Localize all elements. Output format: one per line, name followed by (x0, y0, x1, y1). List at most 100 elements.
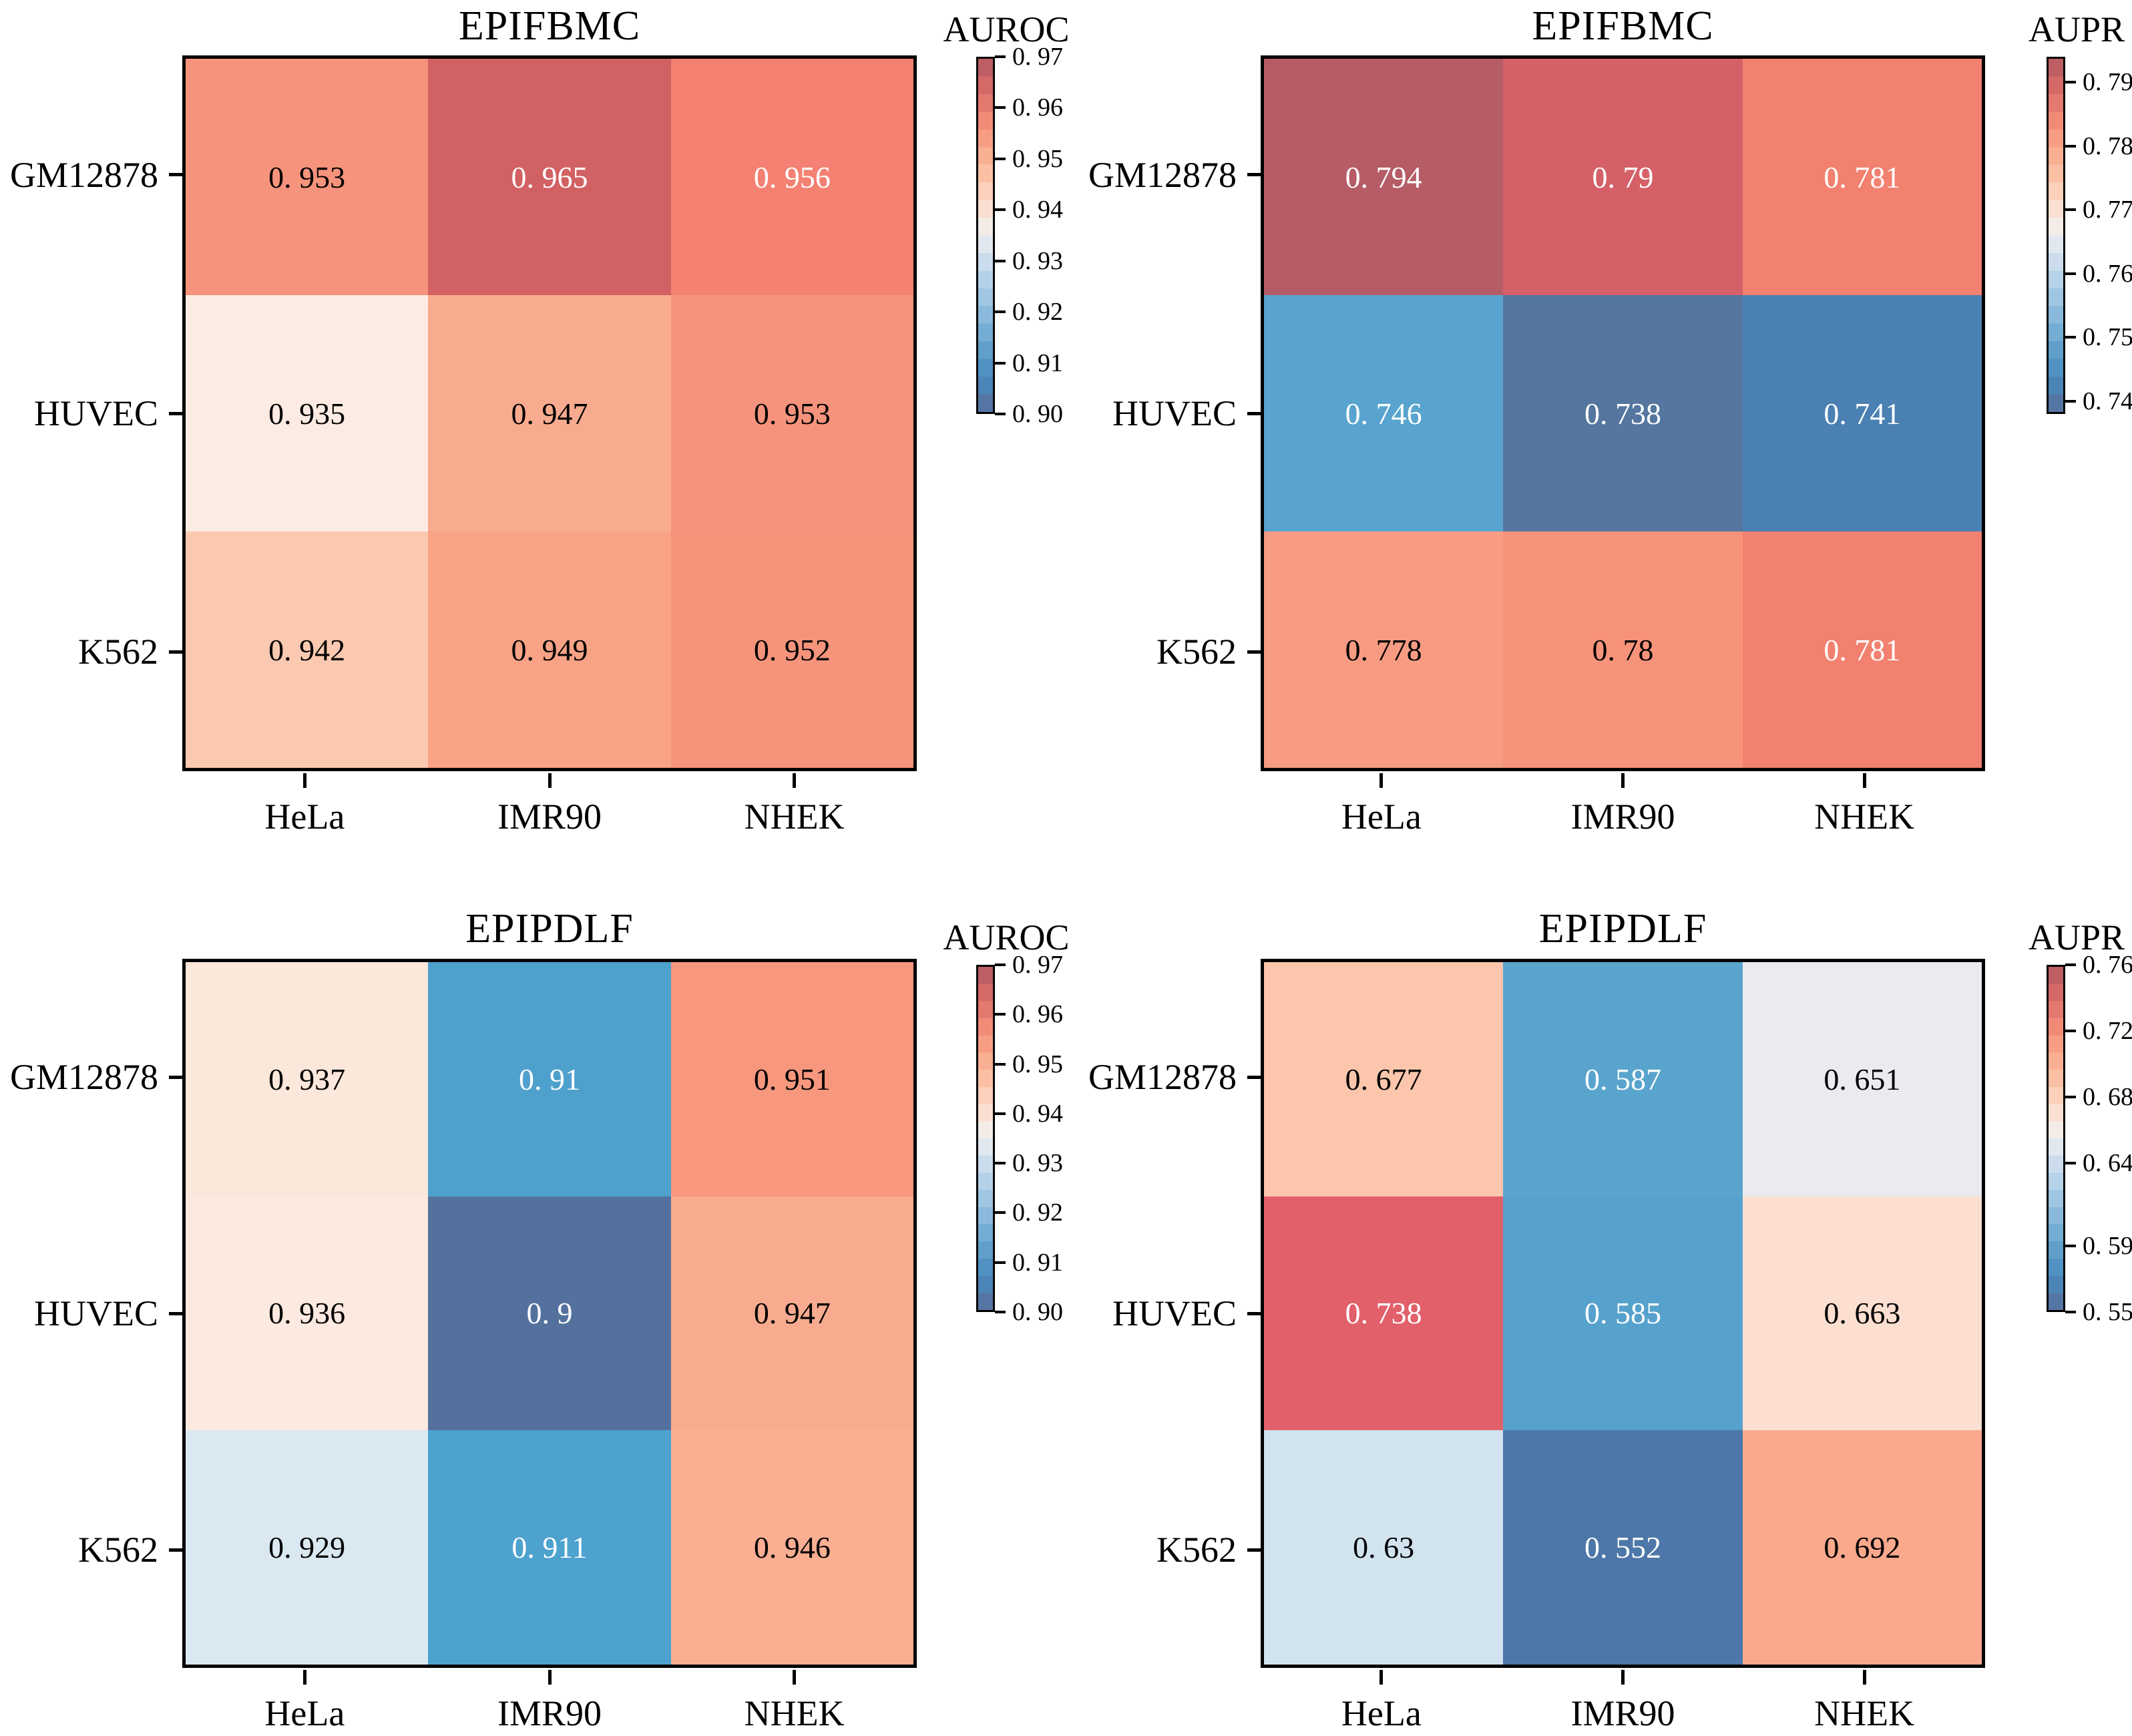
x-tick-mark (1862, 1670, 1866, 1685)
x-tick-mark (793, 773, 797, 788)
y-axis-label: K562 (1156, 631, 1261, 672)
x-axis: HeLa IMR90 NHEK (1261, 1670, 1985, 1736)
x-axis: HeLa IMR90 NHEK (1261, 773, 1985, 860)
colorbar-tick-label: 0. 79 (2083, 68, 2132, 97)
heatmap-cell: 0. 552 (1503, 1430, 1743, 1665)
x-tick-mark (548, 773, 552, 788)
colorbar-tick: 0. 94 (995, 195, 1063, 224)
x-tick-mark (793, 1670, 797, 1685)
heatmap-cell: 0. 9 (428, 1196, 671, 1431)
heatmap-cell: 0. 965 (428, 59, 671, 295)
colorbar-tick: 0. 78 (2065, 132, 2132, 161)
y-tick-mark (1247, 1075, 1261, 1079)
colorbar-tick-mark (995, 106, 1006, 110)
x-axis-label: NHEK (744, 773, 845, 837)
colorbar-ticks: 0. 97 0. 96 0. 95 0. 94 0. 93 0. 92 0. 91 0. 90 (995, 43, 1108, 428)
y-tick-mark (169, 173, 182, 177)
colorbar-tick: 0. 96 (995, 93, 1063, 122)
y-axis-label: GM12878 (10, 154, 182, 196)
colorbar-tick-mark (2065, 1311, 2076, 1313)
colorbar-tick-mark (2065, 963, 2076, 966)
colorbar-tick-mark (2065, 399, 2076, 403)
x-axis-label-text: HeLa (264, 797, 345, 837)
y-axis: GM12878 HUVEC K562 (0, 55, 182, 771)
x-tick-mark (1621, 1670, 1625, 1685)
colorbar-tick-label: 0. 78 (2083, 132, 2132, 160)
colorbar-tick-mark (995, 259, 1006, 262)
heatmap-cell: 0. 956 (670, 59, 913, 295)
heatmap-cell: 0. 952 (670, 531, 913, 768)
panel-title: EPIPDLF (465, 906, 634, 951)
y-axis-label-text: K562 (78, 632, 158, 672)
x-axis-label-text: NHEK (1814, 1693, 1915, 1733)
colorbar-tick: 0. 90 (995, 1297, 1063, 1327)
colorbar-tick-label: 0. 95 (1012, 1050, 1063, 1078)
y-tick-mark (1247, 411, 1261, 415)
colorbar-tick: 0. 96 (995, 1000, 1063, 1029)
colorbar-tick: 0. 76 (2065, 259, 2132, 288)
colorbar-tick-mark (995, 1062, 1006, 1066)
x-axis-label: IMR90 (497, 1670, 602, 1734)
heatmap-cell: 0. 949 (428, 531, 671, 768)
x-axis-label-text: NHEK (1814, 797, 1915, 837)
heatmap-cell: 0. 79 (1503, 59, 1743, 295)
colorbar-tick-mark (995, 1112, 1006, 1115)
heatmap-cell: 0. 746 (1264, 295, 1504, 531)
x-axis-label: NHEK (1814, 773, 1914, 837)
heatmap-plot-area: 0. 953 0. 965 0. 956 0. 935 0. 947 0. 953 0. 9… (182, 55, 917, 771)
colorbar-gradient (2047, 57, 2065, 414)
colorbar-tick-label: 0. 95 (1012, 144, 1063, 173)
x-axis-label: HeLa (264, 773, 345, 837)
heatmap-cell: 0. 91 (428, 962, 671, 1197)
colorbar-tick: 0. 64 (2065, 1148, 2132, 1178)
colorbar: AUPR 0. 76 0. 72 0. 68 0. 64 0. 59 0. 55 (2029, 917, 2132, 1326)
colorbar-title: AUPR (2028, 917, 2125, 957)
colorbar-tick-label: 0. 97 (1012, 43, 1063, 71)
y-axis: GM12878 HUVEC K562 (1078, 959, 1261, 1668)
colorbar-tick-mark (995, 361, 1006, 365)
colorbar-tick: 0. 74 (2065, 387, 2132, 416)
x-axis-label: HeLa (264, 1670, 345, 1734)
y-axis-label: K562 (1156, 1529, 1261, 1570)
colorbar-tick-mark (2065, 1162, 2076, 1165)
y-axis-label: GM12878 (10, 1056, 182, 1098)
colorbar: AUROC 0. 97 0. 96 0. 95 0. 94 0. 93 0. 92 0. 9… (943, 917, 1110, 1326)
colorbar-tick: 0. 90 (995, 399, 1063, 429)
x-axis-label-text: HeLa (1341, 1693, 1422, 1733)
x-tick-mark (1862, 773, 1866, 788)
x-axis-label: NHEK (744, 1670, 845, 1734)
x-axis-label: IMR90 (497, 773, 602, 837)
x-axis-label-text: IMR90 (1570, 1693, 1675, 1733)
colorbar-tick-mark (2065, 1244, 2076, 1247)
colorbar-tick: 0. 77 (2065, 195, 2132, 224)
y-axis-label: GM12878 (1088, 1056, 1261, 1098)
heatmap-plot-area: 0. 677 0. 587 0. 651 0. 738 0. 585 0. 663 0. 6… (1261, 959, 1985, 1668)
heatmap-cell: 0. 937 (186, 962, 429, 1197)
colorbar-tick: 0. 95 (995, 144, 1063, 174)
heatmap-cell: 0. 738 (1264, 1196, 1504, 1431)
colorbar: AUPR 0. 79 0. 78 0. 77 0. 76 0. 75 0. 74 (2029, 9, 2132, 416)
colorbar-tick-label: 0. 97 (1012, 951, 1063, 979)
y-axis-label-text: K562 (1156, 1530, 1237, 1570)
colorbar-tick-label: 0. 93 (1012, 246, 1063, 275)
y-axis: GM12878 HUVEC K562 (1078, 55, 1261, 771)
x-tick-mark (1379, 1670, 1383, 1685)
x-axis-label-text: NHEK (744, 797, 845, 837)
heatmap-cell: 0. 935 (186, 295, 429, 531)
panel-title: EPIPDLF (1538, 906, 1707, 951)
colorbar-tick-mark (2065, 1096, 2076, 1099)
heatmap-cell: 0. 929 (186, 1430, 429, 1665)
heatmap-cells: 0. 953 0. 965 0. 956 0. 935 0. 947 0. 953 0. 9… (186, 59, 913, 768)
colorbar-tick: 0. 93 (995, 246, 1063, 276)
colorbar-gradient (976, 965, 995, 1312)
colorbar-tick: 0. 59 (2065, 1231, 2132, 1261)
y-tick-mark (169, 411, 182, 415)
colorbar-tick-mark (995, 157, 1006, 160)
x-axis-label-text: IMR90 (1570, 797, 1675, 837)
y-tick-mark (1247, 650, 1261, 654)
heatmap-cell: 0. 794 (1264, 59, 1504, 295)
x-axis-label: IMR90 (1570, 773, 1675, 837)
